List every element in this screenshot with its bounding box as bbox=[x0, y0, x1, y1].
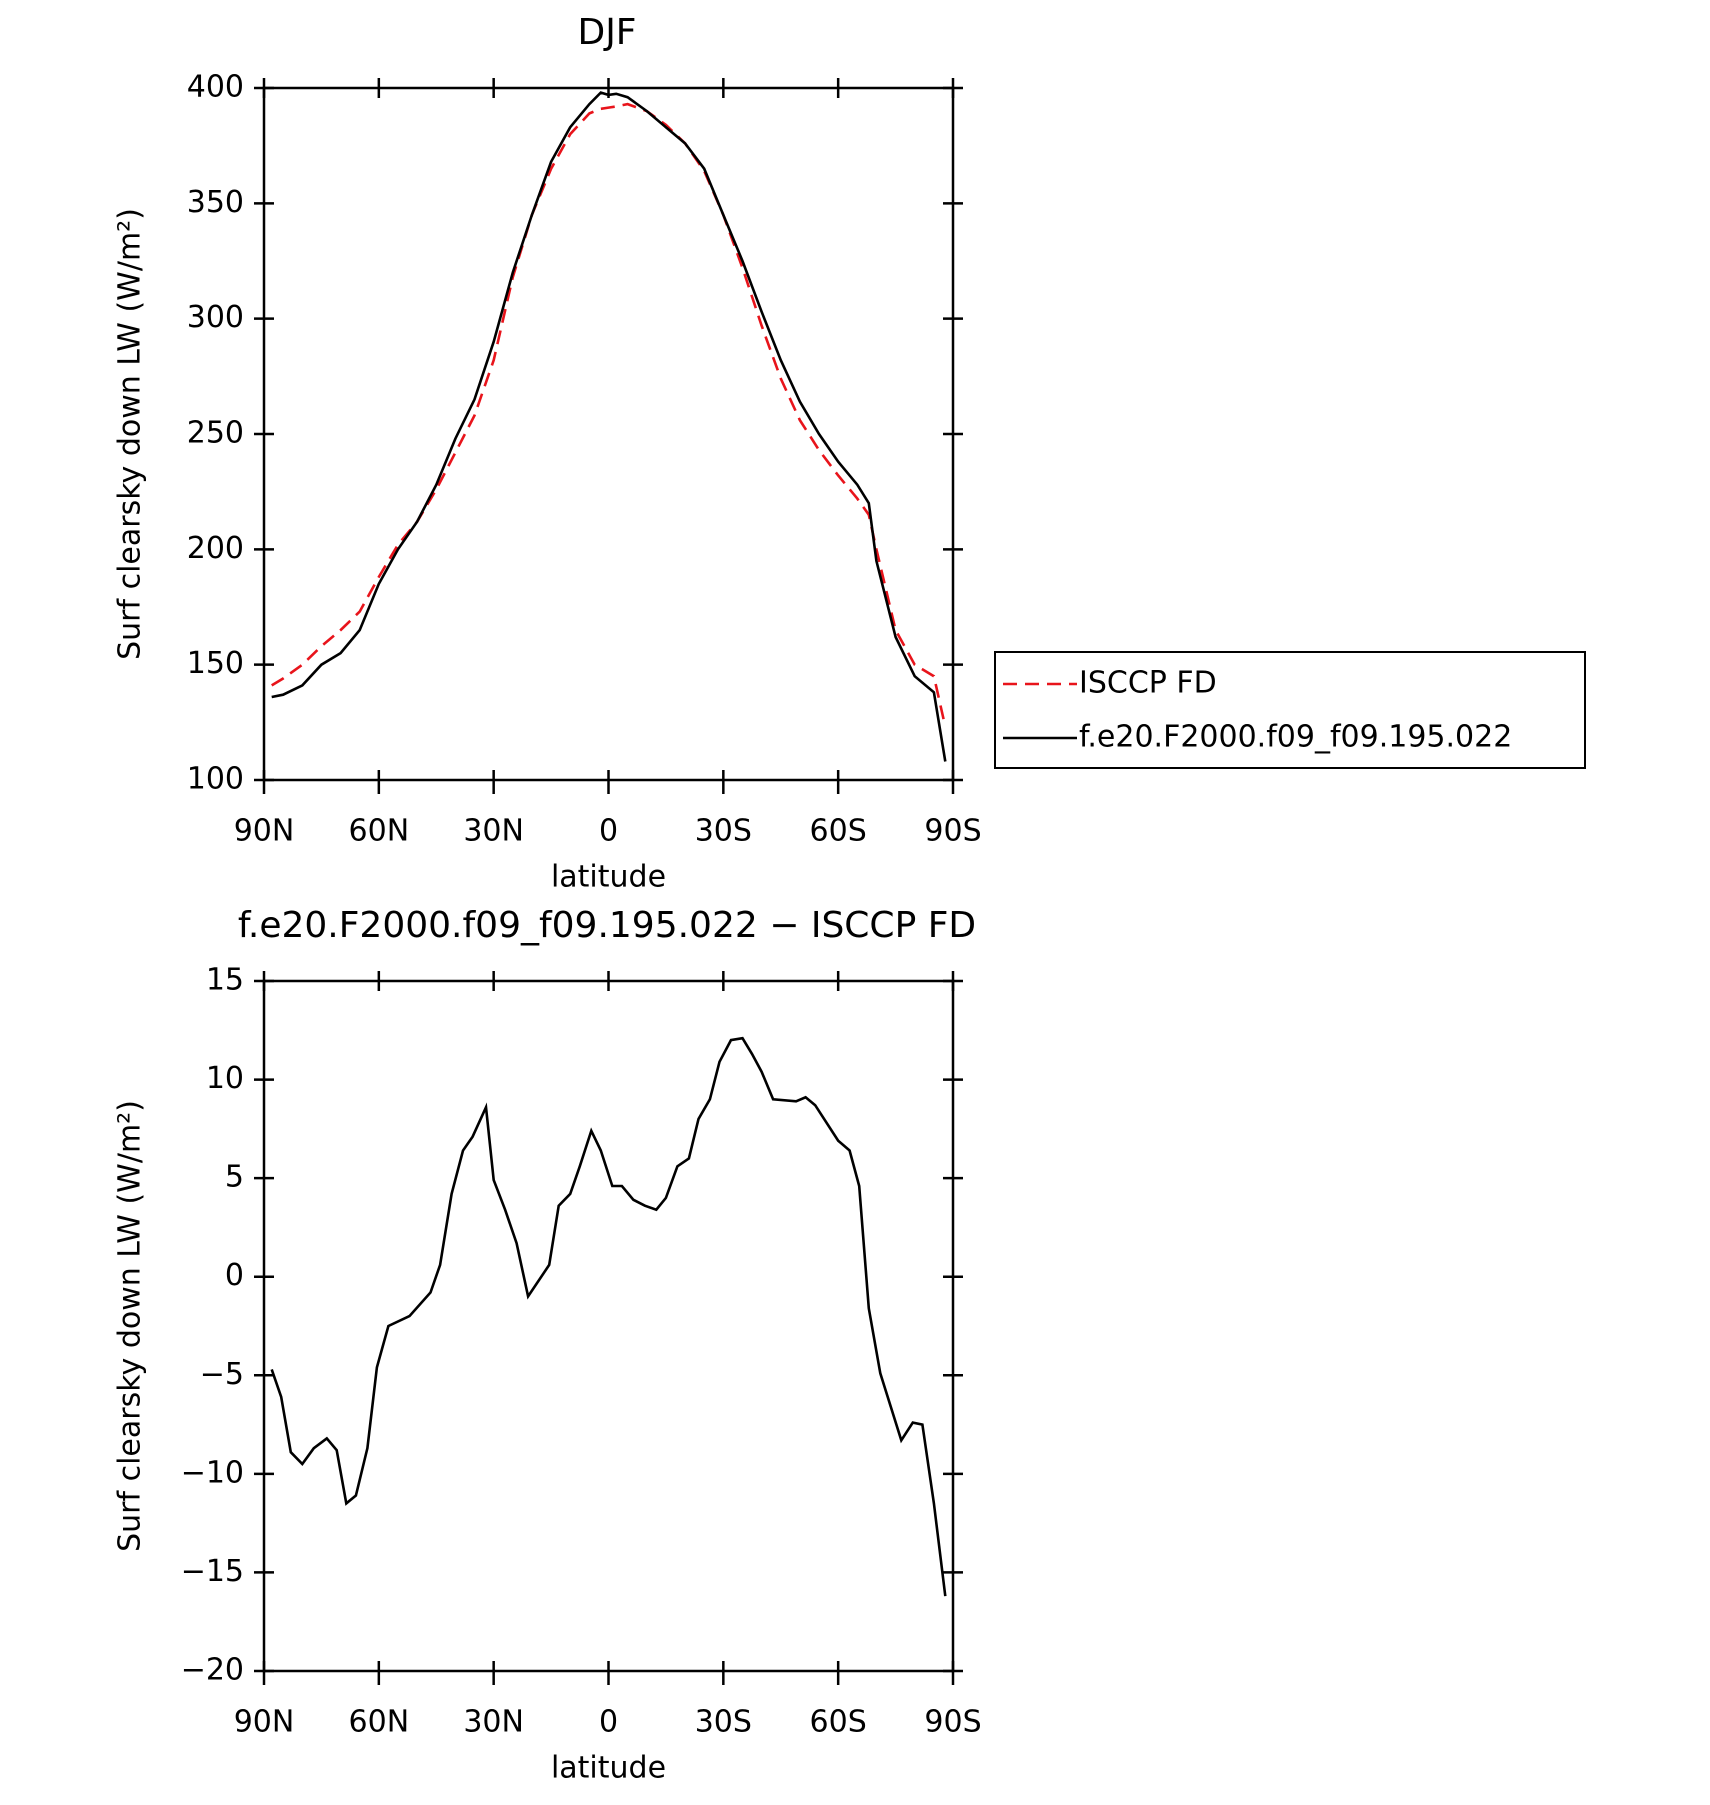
plot-frame bbox=[262, 979, 955, 1673]
y-tick-label: 5 bbox=[225, 1160, 244, 1195]
y-axis-label: Surf clearsky down LW (W/m²) bbox=[113, 1100, 148, 1552]
y-tick-label: 250 bbox=[187, 416, 244, 451]
y-tick-label: 350 bbox=[187, 185, 244, 220]
y-axis-label: Surf clearsky down LW (W/m²) bbox=[113, 208, 148, 660]
y-tick-label: −10 bbox=[181, 1455, 244, 1490]
y-tick-label: 400 bbox=[187, 70, 244, 105]
x-tick-label: 90S bbox=[924, 814, 981, 849]
chart-title: f.e20.F2000.f09_f09.195.022 − ISCCP FD bbox=[238, 905, 976, 946]
y-tick-label: 100 bbox=[187, 762, 244, 797]
y-tick-label: 15 bbox=[206, 963, 244, 998]
legend-label: f.e20.F2000.f09_f09.195.022 bbox=[1079, 720, 1512, 755]
y-tick-label: −15 bbox=[181, 1554, 244, 1589]
y-tick-label: 10 bbox=[206, 1061, 244, 1096]
y-tick-label: −5 bbox=[200, 1357, 244, 1392]
data-line bbox=[271, 91, 947, 762]
data-line bbox=[271, 102, 947, 728]
x-tick-label: 90N bbox=[234, 1705, 295, 1740]
legend-label: ISCCP FD bbox=[1079, 666, 1217, 701]
x-tick-label: 30S bbox=[695, 1705, 752, 1740]
y-tick-label: 200 bbox=[187, 531, 244, 566]
y-tick-label: 150 bbox=[187, 646, 244, 681]
x-axis-label: latitude bbox=[551, 860, 666, 895]
x-tick-label: 30N bbox=[463, 814, 524, 849]
x-tick-label: 60N bbox=[349, 814, 410, 849]
x-tick-label: 30S bbox=[695, 814, 752, 849]
data-line bbox=[270, 1036, 947, 1597]
x-tick-label: 60S bbox=[810, 814, 867, 849]
x-tick-label: 90S bbox=[924, 1705, 981, 1740]
x-axis-label: latitude bbox=[551, 1751, 666, 1786]
x-tick-label: 0 bbox=[599, 814, 618, 849]
x-tick-label: 30N bbox=[463, 1705, 524, 1740]
y-tick-label: −20 bbox=[181, 1653, 244, 1688]
x-tick-label: 60S bbox=[810, 1705, 867, 1740]
x-tick-label: 0 bbox=[599, 1705, 618, 1740]
y-tick-label: 300 bbox=[187, 300, 244, 335]
x-tick-label: 60N bbox=[349, 1705, 410, 1740]
plot-frame bbox=[262, 86, 955, 782]
y-tick-label: 0 bbox=[225, 1258, 244, 1293]
legend-box bbox=[994, 651, 1586, 769]
x-tick-label: 90N bbox=[234, 814, 295, 849]
chart-title: DJF bbox=[577, 12, 636, 53]
